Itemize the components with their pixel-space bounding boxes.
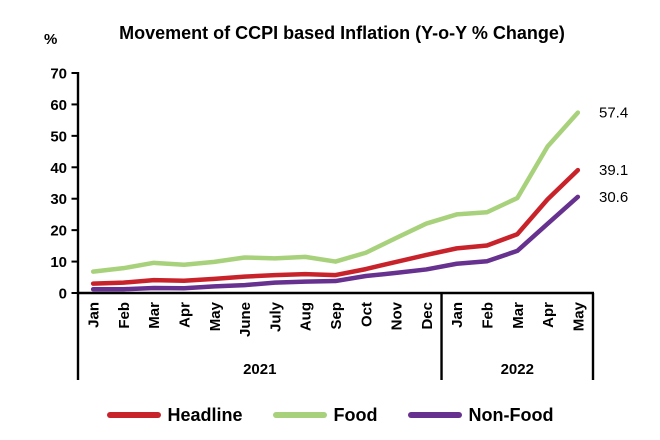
year-label: 2022 [501, 361, 534, 378]
month-label: Mar [146, 302, 163, 329]
month-label: July [267, 301, 284, 332]
legend-item-headline: Headline [106, 405, 243, 425]
y-axis-unit-label: % [44, 31, 58, 48]
month-label: Jan [449, 302, 466, 328]
headline-line-swatch-icon [106, 412, 161, 418]
series-end-value-label: 57.4 [599, 105, 628, 122]
legend-item-nonfood: Non-Food [407, 405, 554, 425]
month-label: Apr [540, 302, 557, 328]
year-label: 2021 [243, 361, 276, 378]
month-label: Feb [116, 302, 133, 329]
y-tick-label: 0 [59, 286, 67, 303]
month-label: Mar [510, 302, 527, 329]
food-line-swatch-icon [272, 412, 327, 418]
food-line [90, 110, 581, 274]
month-label: Apr [177, 302, 194, 328]
legend-item-food: Food [272, 405, 378, 425]
legend-label-food: Food [333, 405, 378, 425]
month-label: Dec [419, 302, 436, 330]
month-label: Feb [479, 302, 496, 329]
month-label: Oct [358, 302, 375, 327]
chart-title: Movement of CCPI based Inflation (Y-o-Y … [119, 23, 565, 43]
non-food-line-swatch-icon [407, 412, 462, 418]
chart-legend: Headline Food Non-Food [0, 399, 660, 431]
non-food-line [90, 194, 581, 292]
y-tick-label: 10 [50, 254, 67, 271]
month-label: Jan [86, 302, 103, 328]
y-tick-label: 60 [50, 97, 67, 114]
y-tick-label: 50 [50, 128, 67, 145]
month-label: May [570, 301, 587, 331]
series-end-value-label: 30.6 [599, 189, 628, 206]
legend-label-nonfood: Non-Food [468, 405, 554, 425]
headline-line [90, 167, 581, 286]
y-tick-label: 70 [50, 66, 67, 83]
month-label: Nov [389, 301, 406, 330]
y-tick-label: 20 [50, 223, 67, 240]
month-label: May [207, 301, 224, 331]
y-tick-label: 30 [50, 191, 67, 208]
y-tick-label: 40 [50, 160, 67, 177]
legend-label-headline: Headline [167, 405, 243, 425]
month-label: Sep [328, 302, 345, 330]
month-label: June [237, 302, 254, 337]
month-label: Aug [298, 302, 315, 331]
series-end-value-label: 39.1 [599, 162, 628, 179]
